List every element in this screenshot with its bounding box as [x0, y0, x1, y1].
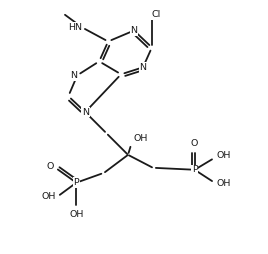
Text: O: O: [46, 162, 53, 171]
Text: OH: OH: [41, 192, 55, 201]
Text: HN: HN: [68, 23, 82, 32]
Text: N: N: [70, 71, 77, 80]
Text: N: N: [131, 26, 137, 35]
Text: OH: OH: [217, 151, 231, 160]
Text: N: N: [139, 63, 146, 72]
Text: OH: OH: [133, 134, 147, 143]
Text: P: P: [192, 165, 198, 174]
Text: O: O: [191, 139, 198, 148]
Text: OH: OH: [217, 179, 231, 188]
Text: N: N: [82, 108, 89, 117]
Text: P: P: [73, 178, 79, 187]
Text: Cl: Cl: [152, 10, 161, 19]
Text: OH: OH: [69, 210, 84, 218]
